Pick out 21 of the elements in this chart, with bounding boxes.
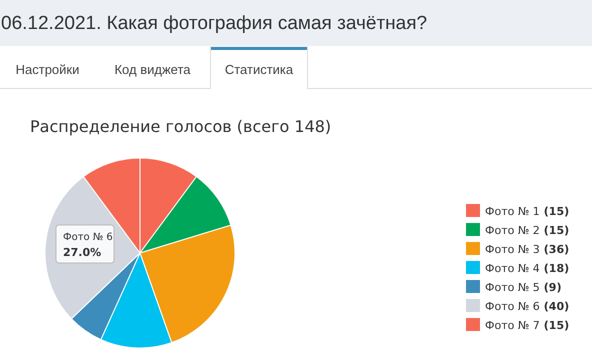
data-label: (9) <box>544 281 562 294</box>
data-label: (36) <box>544 243 570 256</box>
data-label: (40) <box>544 300 570 313</box>
text: Код виджета <box>114 62 192 77</box>
legend-label: Фото № 4 <box>485 262 540 275</box>
legend-label: Фото № 6 <box>485 300 540 313</box>
legend-label: Фото № 7 <box>485 319 540 332</box>
legend-label: Фото № 1 <box>485 205 540 218</box>
data-label: (18) <box>544 262 570 275</box>
data-label: (15) <box>544 205 570 218</box>
legend-label: Фото № 5 <box>485 281 540 294</box>
chart-title: 06.12.2021. Какая фотография самая зачётная? <box>1 13 428 34</box>
chart-subtitle: Распределение голосов (всего 148) <box>30 117 332 136</box>
text: Фото № 6 <box>63 232 113 243</box>
legend-label: Фото № 2 <box>485 224 540 237</box>
text: Статистика <box>224 62 294 77</box>
text: 27.0% <box>63 246 102 259</box>
text: Настройки <box>16 62 80 77</box>
data-label: (15) <box>544 319 570 332</box>
legend-label: Фото № 3 <box>485 243 540 256</box>
data-label: (15) <box>544 224 570 237</box>
